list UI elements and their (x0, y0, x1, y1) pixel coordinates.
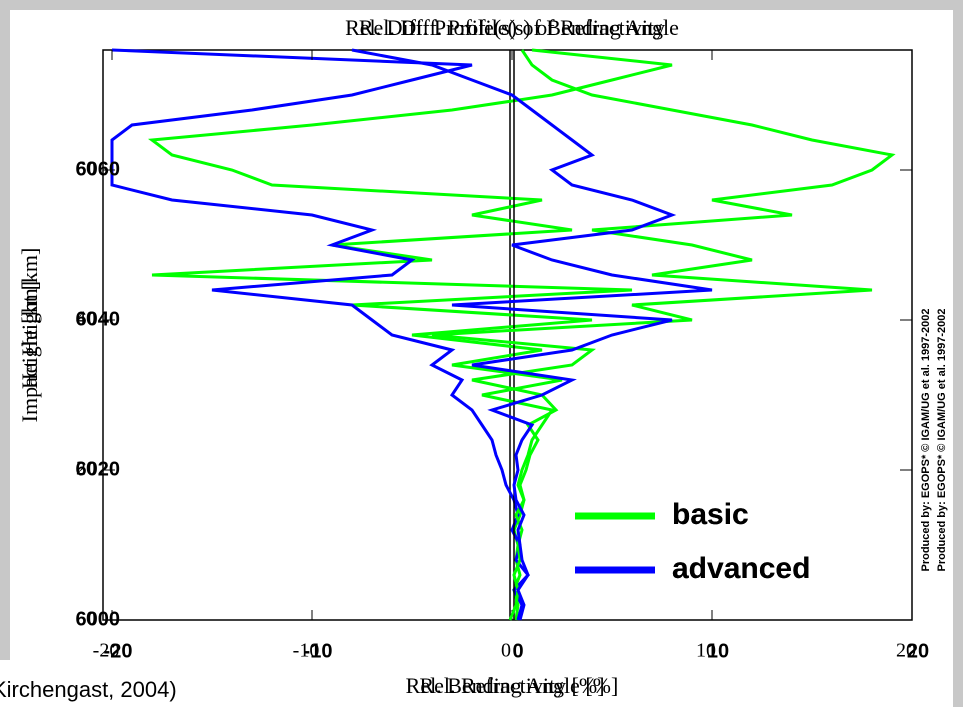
x-tick-label: 0 (512, 640, 523, 662)
x-tick-label: -10 (293, 640, 320, 662)
x-axis-label: Rel. Refractivity [%] (419, 673, 604, 698)
copyright: Produced by: EGOPS* © IGAM/UG et al. 199… (920, 308, 932, 571)
x-tick-label: 10 (696, 640, 716, 662)
x-axis-label: Rel. Bending Angle [%] (406, 673, 619, 698)
window-frame (953, 0, 963, 707)
profile-line (431, 49, 896, 621)
window-frame (0, 0, 963, 10)
x-tick-label: -10 (304, 640, 333, 662)
window-frame (0, 0, 10, 660)
y-tick-label: 20 (76, 458, 96, 480)
plot-frame (102, 49, 913, 621)
y-tick-label: 0 (86, 608, 96, 630)
y-tick-label: 6020 (76, 458, 121, 480)
x-tick-label: -20 (93, 640, 120, 662)
x-tick-label: 20 (896, 640, 916, 662)
caption: Kirchengast, 2004) (0, 677, 177, 702)
copyright: Produced by: EGOPS* © IGAM/UG et al. 199… (936, 308, 948, 571)
chart-title: Rel. Diff. Profile(s) of Refractivity (359, 15, 665, 40)
chart-title: Rel. Diff. Profile(s) of Bending Angle (345, 15, 679, 40)
y-axis-label: Impact Height [km] (17, 248, 42, 423)
legend-label: advanced (672, 552, 810, 585)
y-tick-label: 60 (76, 158, 96, 180)
y-axis-label: Height [km] (17, 281, 42, 389)
x-tick-label: 10 (707, 640, 729, 662)
profile-line (110, 48, 530, 621)
y-tick-label: 40 (76, 308, 96, 330)
legend-label: basic (672, 498, 749, 531)
x-tick-label: 0 (501, 640, 511, 662)
y-tick-label: 6040 (76, 308, 121, 330)
x-tick-label: -20 (104, 640, 133, 662)
profile-line (351, 48, 713, 621)
y-tick-label: 6060 (76, 158, 121, 180)
legend-label: basic (672, 498, 749, 531)
legend-label: advanced (672, 552, 810, 585)
profile-line (147, 48, 673, 621)
x-tick-label: 20 (907, 640, 929, 662)
y-tick-label: 6000 (76, 608, 121, 630)
